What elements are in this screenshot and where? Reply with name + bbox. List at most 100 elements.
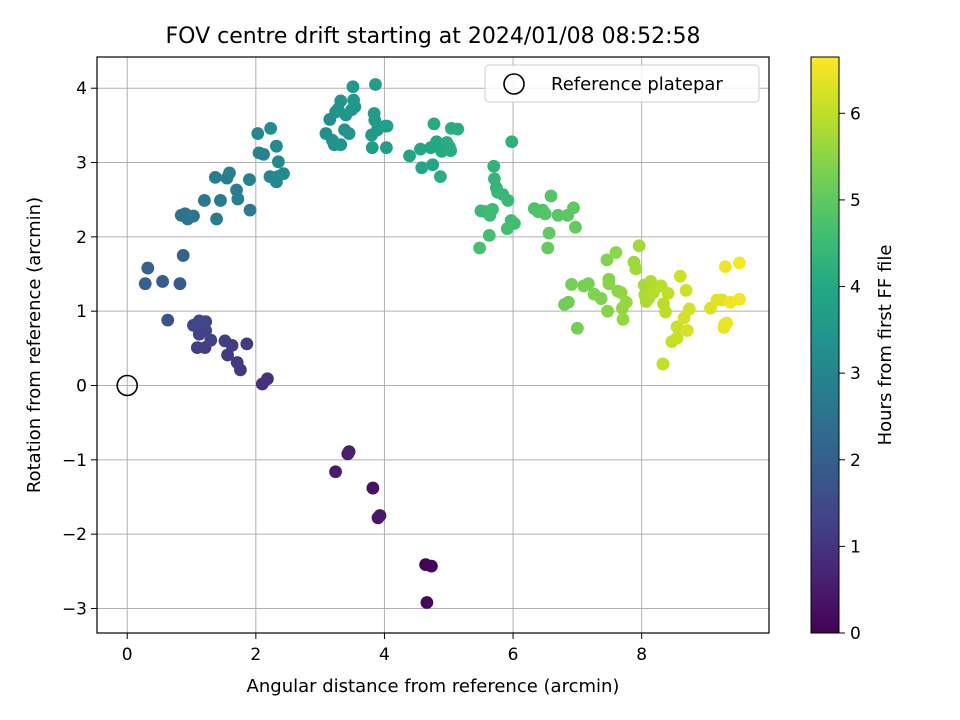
data-point <box>679 283 693 297</box>
data-point <box>414 142 427 156</box>
legend-reference-marker <box>503 73 525 95</box>
data-point <box>581 277 595 291</box>
y-axis-ticks: −3 −2 −1 0 1 2 3 4 <box>62 79 97 619</box>
data-point <box>230 183 243 197</box>
data-point <box>541 241 555 255</box>
y-tick-label: −2 <box>62 525 87 545</box>
data-point <box>190 341 204 355</box>
data-point <box>271 170 285 184</box>
data-point <box>602 277 616 291</box>
x-tick-label: 0 <box>122 645 133 665</box>
data-point <box>720 316 733 330</box>
data-point <box>240 337 254 351</box>
data-point <box>403 149 416 163</box>
data-point <box>204 333 218 347</box>
data-point <box>659 305 672 319</box>
data-point <box>733 256 746 270</box>
data-point <box>365 141 379 155</box>
x-tick-label: 6 <box>508 645 519 665</box>
data-point <box>379 141 393 155</box>
x-tick-label: 8 <box>636 645 647 665</box>
data-point <box>661 286 675 300</box>
data-point <box>505 135 519 149</box>
y-tick-label: 1 <box>76 302 87 322</box>
data-point <box>223 166 236 180</box>
data-point <box>673 269 687 283</box>
x-tick-label: 4 <box>379 645 390 665</box>
data-point <box>614 286 628 300</box>
data-point <box>214 194 227 207</box>
data-point <box>677 311 691 325</box>
colorbar-tick-label: 3 <box>850 364 861 384</box>
data-point <box>433 170 447 184</box>
y-tick-label: 2 <box>76 228 87 248</box>
data-point <box>366 481 380 495</box>
colorbar-tick-label: 5 <box>850 191 861 211</box>
data-point <box>632 239 646 253</box>
data-point <box>367 107 381 120</box>
data-point <box>426 158 440 172</box>
data-point <box>141 261 155 275</box>
data-point <box>565 278 578 291</box>
data-point <box>551 208 565 222</box>
data-point <box>538 207 552 221</box>
data-point <box>329 465 342 479</box>
data-point <box>380 119 394 133</box>
data-point <box>251 127 265 140</box>
colorbar-tick-label: 6 <box>850 104 861 124</box>
data-point <box>373 509 387 522</box>
data-point <box>616 312 630 326</box>
data-point <box>487 159 501 173</box>
data-point <box>271 155 285 169</box>
colorbar-tick-label: 4 <box>850 278 861 298</box>
data-point <box>156 275 169 288</box>
data-point <box>600 253 614 267</box>
y-tick-label: 3 <box>76 154 87 174</box>
data-point <box>656 357 670 371</box>
data-point <box>680 324 694 337</box>
data-point <box>173 277 187 291</box>
data-point <box>218 334 232 348</box>
data-point <box>221 348 234 362</box>
data-point <box>210 212 224 226</box>
colorbar-tick-label: 2 <box>850 451 861 471</box>
data-point <box>264 121 278 135</box>
data-point <box>230 356 244 369</box>
data-point <box>187 209 200 223</box>
data-point <box>482 228 496 242</box>
data-point <box>594 292 608 305</box>
data-point <box>334 138 348 152</box>
x-axis-ticks: 0 2 4 6 8 <box>122 633 647 665</box>
data-point <box>569 220 582 234</box>
data-point <box>542 226 556 240</box>
data-points <box>138 78 746 609</box>
y-tick-label: 0 <box>76 377 87 397</box>
y-tick-label: 4 <box>76 79 87 99</box>
data-point <box>544 189 558 203</box>
data-point <box>483 208 497 222</box>
colorbar <box>810 56 840 634</box>
data-point <box>718 260 732 273</box>
data-point <box>629 262 643 276</box>
data-point <box>420 596 434 609</box>
data-point <box>176 249 190 262</box>
x-axis-label: Angular distance from reference (arcmin) <box>247 676 620 697</box>
y-tick-label: −3 <box>62 599 87 619</box>
data-point <box>500 222 514 236</box>
data-point <box>192 314 206 328</box>
legend: Reference platepar <box>484 64 760 103</box>
data-point <box>451 122 465 136</box>
data-point <box>243 203 257 217</box>
data-point <box>257 147 270 161</box>
colorbar-ticks: 0 1 2 3 4 5 6 <box>839 104 861 644</box>
data-point <box>670 331 684 345</box>
data-point <box>473 241 487 255</box>
colorbar-tick-label: 1 <box>850 537 861 557</box>
data-point <box>415 161 429 175</box>
data-point <box>427 117 441 131</box>
data-point <box>342 127 356 140</box>
reference-marker-layer <box>116 374 139 397</box>
colorbar-tick-label: 0 <box>850 624 861 644</box>
